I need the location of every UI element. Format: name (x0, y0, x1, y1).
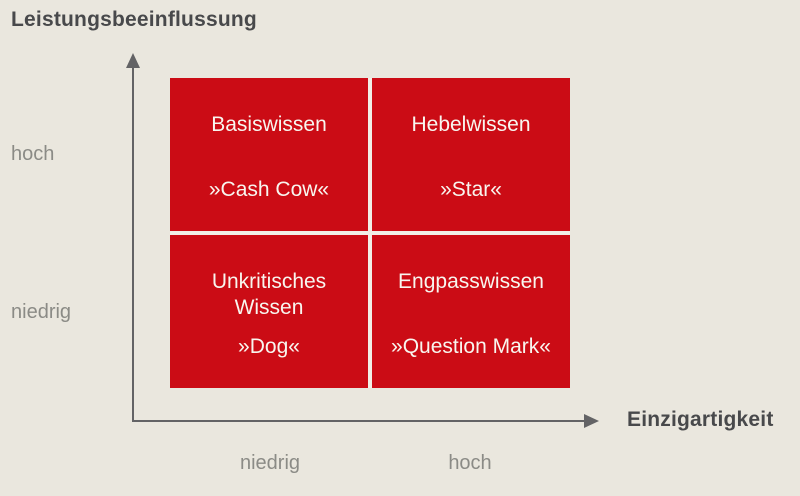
x-axis-title: Einzigartigkeit (627, 408, 774, 431)
quadrant-title: Basiswissen (211, 113, 327, 136)
x-axis-arrowhead-icon (584, 414, 599, 428)
y-axis-label-low: niedrig (11, 301, 72, 323)
y-axis-title: Leistungsbeeinflussung (11, 8, 257, 31)
y-axis-label-high: hoch (11, 143, 55, 165)
quadrant-top-left: Basiswissen »Cash Cow« (170, 78, 368, 231)
quadrant-top-right: Hebelwissen »Star« (372, 78, 570, 231)
x-axis-line (133, 420, 585, 422)
matrix-grid: Basiswissen »Cash Cow« Hebelwissen »Star… (170, 78, 570, 388)
quadrant-bottom-right: Engpasswissen »Question Mark« (372, 235, 570, 388)
x-axis-label-low: niedrig (239, 452, 301, 474)
y-axis-line (132, 66, 134, 422)
quadrant-title: Unkritisches Wissen (211, 270, 327, 320)
quadrant-subtitle: »Question Mark« (391, 334, 551, 358)
quadrant-bottom-left: Unkritisches Wissen »Dog« (170, 235, 368, 388)
quadrant-subtitle: »Cash Cow« (208, 177, 330, 201)
quadrant-subtitle: »Star« (440, 177, 502, 201)
quadrant-subtitle: »Dog« (238, 334, 300, 358)
x-axis-label-high: hoch (448, 452, 492, 474)
quadrant-title: Hebelwissen (411, 113, 531, 136)
y-axis-arrowhead-icon (126, 53, 140, 68)
quadrant-title: Engpasswissen (398, 270, 544, 293)
